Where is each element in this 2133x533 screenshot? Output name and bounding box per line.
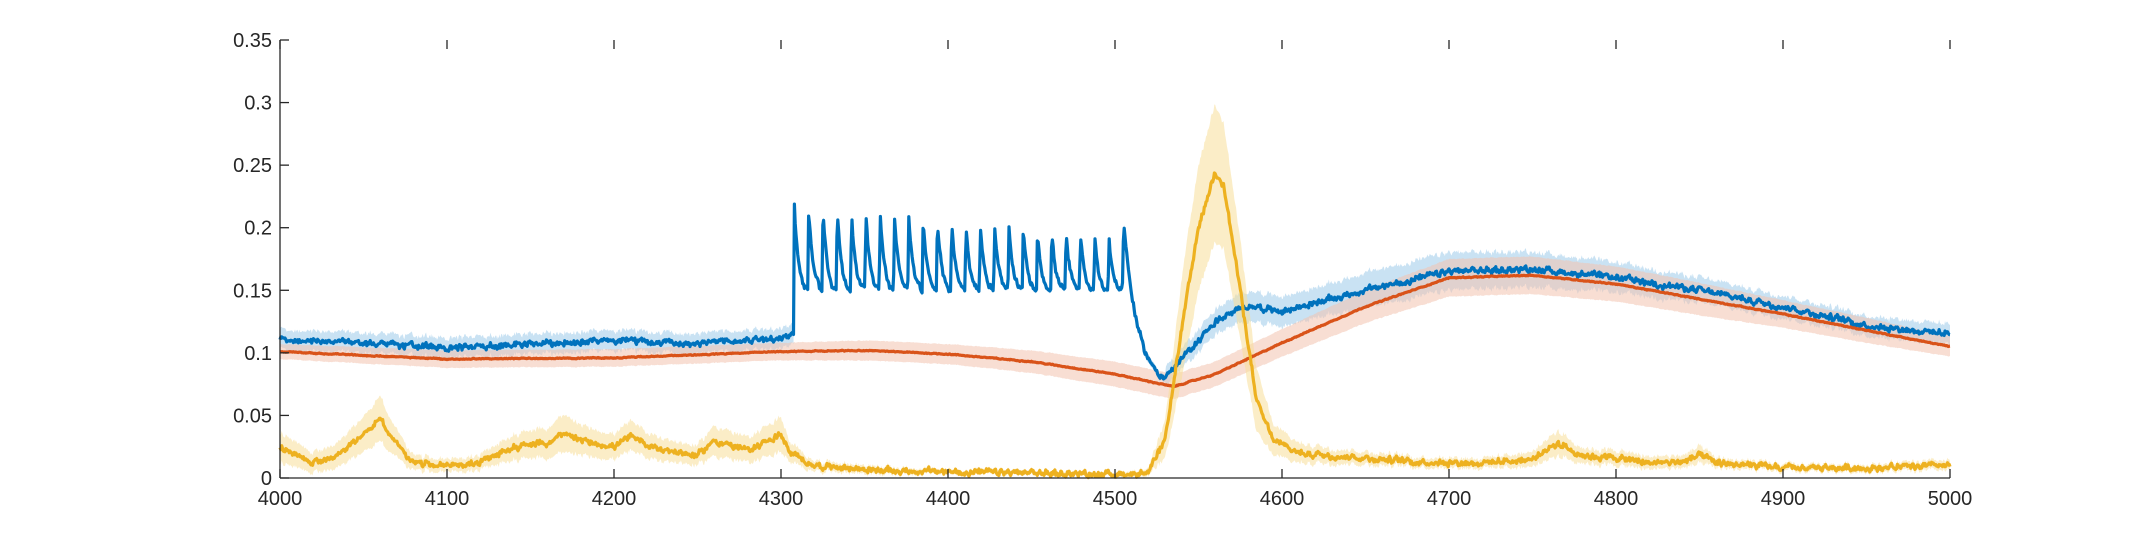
- y-axis-ticks: 0 0.05 0.1 0.15 0.2 0.25 0.3 0.35: [233, 30, 289, 490]
- x-tick-label: 4000: [258, 488, 303, 510]
- x-tick-label: 4400: [926, 488, 971, 510]
- series-2-line: [279, 273, 1951, 389]
- x-tick-label: 5000: [1928, 488, 1973, 510]
- x-tick-label: 4500: [1093, 488, 1138, 510]
- x-tick-label: 4700: [1427, 488, 1472, 510]
- x-tick-label: 4100: [425, 488, 470, 510]
- x-tick-label: 4300: [759, 488, 804, 510]
- x-tick-label: 4600: [1260, 488, 1305, 510]
- y-tick-label: 0.3: [244, 93, 272, 115]
- x-tick-label: 4800: [1594, 488, 1639, 510]
- confidence-bands: [280, 104, 1950, 479]
- y-tick-label: 0.15: [233, 280, 272, 302]
- y-tick-label: 0.1: [244, 343, 272, 365]
- y-tick-label: 0.2: [244, 218, 272, 240]
- x-tick-label: 4900: [1761, 488, 1806, 510]
- axes: [279, 40, 1950, 479]
- y-tick-label: 0: [261, 468, 272, 490]
- x-axis-ticks: 4000 4100 4200 4300 4400 4500 4600 4700 4800 4900…: [258, 40, 1973, 510]
- y-tick-label: 0.05: [233, 405, 272, 427]
- x-tick-label: 4200: [592, 488, 637, 510]
- y-tick-label: 0.35: [233, 30, 272, 52]
- y-tick-label: 0.25: [233, 155, 272, 177]
- series-2-band: [280, 256, 1950, 399]
- series-1-line: [278, 202, 1951, 381]
